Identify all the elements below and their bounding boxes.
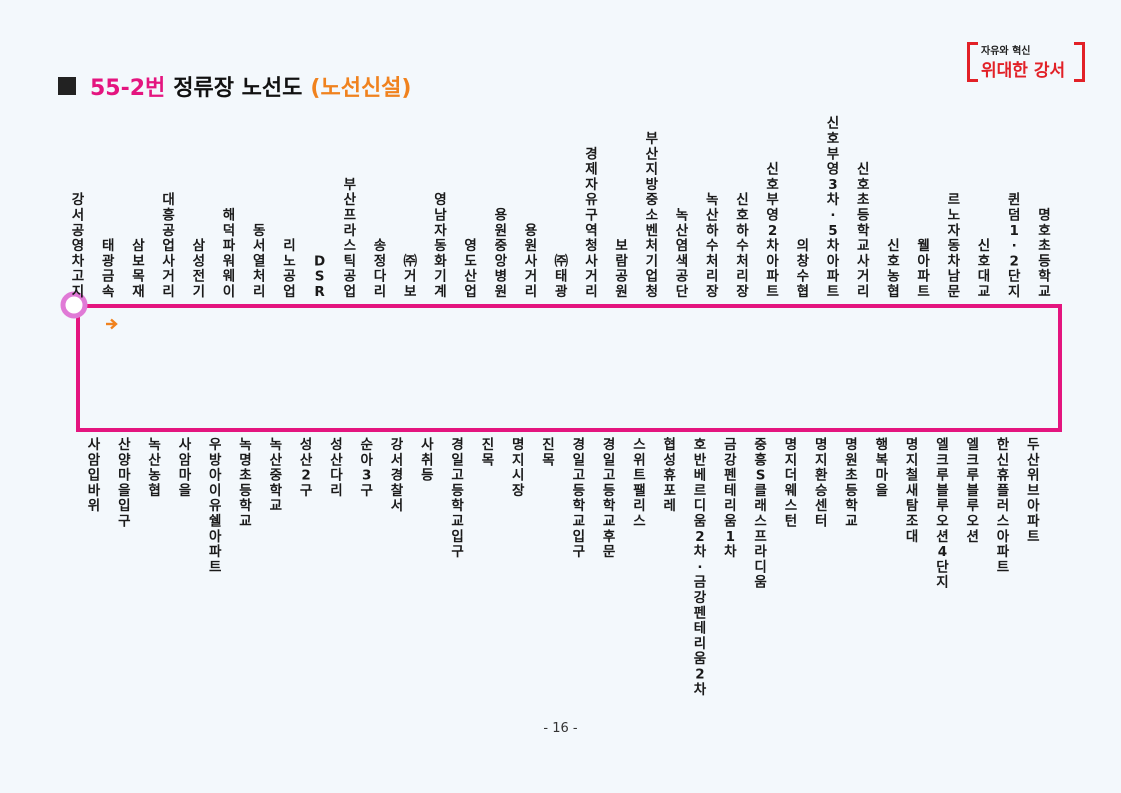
- top-stop-26: 신 호 부 영 3 차 · 5 차 아 파 트: [827, 116, 840, 300]
- square-bullet-icon: [58, 77, 76, 95]
- top-stop-12: ㈜ 거 보: [403, 252, 417, 300]
- top-stops: 강 서 공 영 차 고 지 태 광 금 속 삼 보 목 재 대 흥 공 업 사 거 리 삼 성 전 기 해 덕 파 워 웨 이 동 서 열 처 리 리 노 공…: [72, 116, 1051, 300]
- logo-name: 위대한 강서: [981, 61, 1066, 81]
- top-stop-32: 퀸 덤 1 · 2 단 지: [1008, 191, 1021, 300]
- direction-arrow-icon: [106, 318, 118, 330]
- top-stop-17: ㈜ 태 광: [554, 252, 568, 300]
- bottom-stop-21: 호 반 베 르 디 움 2 차 · 금 강 펜 테 리 움 2 차: [694, 437, 707, 698]
- page-number: - 16 -: [543, 721, 578, 736]
- route-number: 55-2번: [90, 76, 166, 101]
- start-marker-icon: [60, 291, 88, 319]
- logo-slogan: 자유와 혁신: [981, 46, 1031, 57]
- page-title: 55-2번 정류장 노선도 (노선신설): [58, 70, 411, 102]
- logo-right-bracket: [1074, 42, 1085, 82]
- route-line: [76, 304, 1062, 432]
- logo-left-bracket: [967, 42, 978, 82]
- title-text: 정류장 노선도: [173, 76, 303, 101]
- new-route-tag: (노선신설): [310, 76, 412, 101]
- gangseo-logo: 자유와 혁신 위대한 강서: [967, 42, 1085, 82]
- bottom-stops: 사 암 입 바 위 산 양 마 을 입 구 녹 산 농 협 사 암 마 을 우 방 아 이 유 쉘 아 파 트 녹 명 초 등 학 교 녹 산 중 학 교 성…: [88, 436, 1040, 698]
